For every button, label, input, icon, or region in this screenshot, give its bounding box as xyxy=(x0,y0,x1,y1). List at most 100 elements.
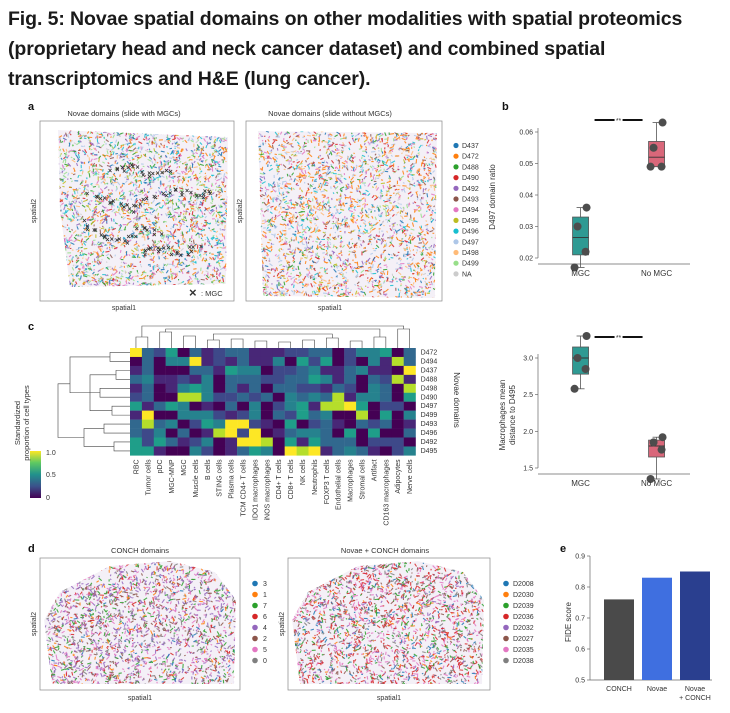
a-left-dot xyxy=(132,193,134,196)
a-left-dot xyxy=(75,194,78,199)
a-left-dot xyxy=(71,267,75,271)
a-left-dot xyxy=(138,193,142,196)
a-right-dot xyxy=(382,250,385,254)
a-right-dot xyxy=(382,208,387,211)
a-right-dot xyxy=(344,294,347,297)
a-right-dot xyxy=(322,172,326,175)
a-right-dot xyxy=(362,294,365,297)
a-right-dot xyxy=(421,251,424,256)
a-left-dot xyxy=(198,215,201,218)
a-left-dot xyxy=(183,283,187,286)
a-left-dot xyxy=(172,179,175,183)
a-right-dot xyxy=(323,269,327,271)
a-right-dot xyxy=(350,266,353,270)
a-left-dot xyxy=(168,130,171,133)
a-right-dot xyxy=(420,213,423,218)
a-left-dot xyxy=(187,176,191,179)
a-left-dot xyxy=(59,148,62,152)
a-left-dot xyxy=(88,130,90,132)
a-right-dot xyxy=(329,241,331,244)
a-left-dot xyxy=(120,208,125,213)
a-left-dot xyxy=(174,272,178,277)
a-right-dot xyxy=(290,225,295,229)
a-left-dot xyxy=(146,274,149,277)
a-left-dot xyxy=(207,244,210,247)
a-right-dot xyxy=(378,283,382,287)
a-left-dot xyxy=(164,251,167,254)
a-left-dot xyxy=(214,176,218,181)
a-left-dot xyxy=(135,246,138,249)
a-left-dot xyxy=(126,210,130,214)
a-left-dot xyxy=(76,141,81,146)
a-left-dot xyxy=(218,256,223,260)
a-left-dot xyxy=(214,161,218,164)
a-right-dot xyxy=(358,165,362,167)
a-left-dot xyxy=(160,142,163,146)
a-right-dot xyxy=(288,243,292,248)
a-right-dot xyxy=(349,289,352,292)
a-right-dot xyxy=(357,284,359,287)
a-right-dot xyxy=(339,243,342,247)
a-left-dot xyxy=(216,172,221,175)
a-left-dot xyxy=(218,152,222,157)
a-right-dot xyxy=(312,161,315,164)
a-right-dot xyxy=(332,244,335,249)
a-right-dot xyxy=(364,132,367,135)
a-left-dot xyxy=(188,275,192,280)
a-right-dot xyxy=(312,278,316,281)
a-right-dot xyxy=(306,225,311,230)
a-left-dot xyxy=(159,131,164,134)
a-left-dot xyxy=(90,158,93,163)
a-right-dot xyxy=(411,176,414,180)
a-left-dot xyxy=(96,200,101,204)
a-right-dot xyxy=(360,243,363,247)
a-right-dot xyxy=(414,270,416,273)
a-left-dot xyxy=(109,143,112,147)
a-left-dot xyxy=(71,284,74,287)
a-right-dot xyxy=(326,168,330,174)
a-left-dot xyxy=(112,183,115,187)
a-right-dot xyxy=(320,157,324,161)
a-right-dot xyxy=(288,143,293,145)
a-left-dot xyxy=(210,195,213,201)
a-left-dot xyxy=(211,174,214,177)
a-right-dot xyxy=(320,190,325,193)
a-right-dot xyxy=(294,220,298,223)
a-left-dot xyxy=(210,244,214,248)
a-left-dot xyxy=(93,283,98,286)
a-left-dot xyxy=(140,170,145,173)
a-right-dot xyxy=(317,140,320,143)
a-right-dot xyxy=(384,256,387,260)
a-left-dot xyxy=(218,263,222,268)
a-right-dot xyxy=(343,215,346,218)
a-right-dot xyxy=(328,152,331,155)
a-right-dot xyxy=(414,208,418,213)
a-right-dot xyxy=(291,253,294,256)
a-right-dot xyxy=(310,283,313,288)
a-right-dot xyxy=(426,135,428,140)
a-left-dot xyxy=(72,200,75,204)
a-right-dot xyxy=(349,246,353,250)
a-left-dot xyxy=(218,193,221,195)
a-left-dot xyxy=(204,195,209,199)
a-right-dot xyxy=(271,295,274,298)
a-right-dot xyxy=(424,238,427,241)
a-right-dot xyxy=(421,251,425,254)
a-left-dot xyxy=(87,136,90,140)
a-left-dot xyxy=(173,186,176,190)
a-right-dot xyxy=(404,240,409,243)
a-left-dot xyxy=(154,219,159,224)
a-left-dot xyxy=(98,226,102,229)
a-right-dot xyxy=(405,225,411,229)
a-right-dot xyxy=(351,297,355,298)
a-left-dot xyxy=(182,140,184,143)
a-left-dot xyxy=(110,268,113,271)
a-right-dot xyxy=(428,271,432,275)
a-right-dot xyxy=(283,292,286,295)
a-left-dot xyxy=(97,195,100,197)
a-left-dot xyxy=(167,278,172,283)
a-right-dot xyxy=(368,278,372,283)
a-left-dot xyxy=(196,182,199,186)
a-right-dot xyxy=(333,206,336,208)
a-left-dot xyxy=(108,239,112,242)
